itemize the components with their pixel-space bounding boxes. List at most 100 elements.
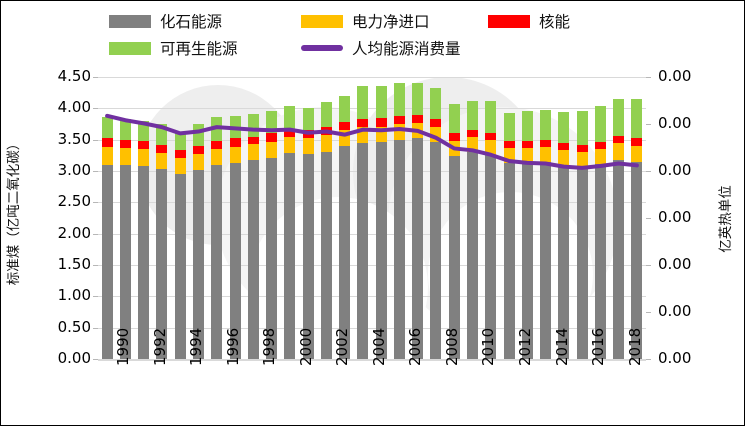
bar-segment-electricity (138, 149, 150, 166)
x-axis-tick-label: 1994 (187, 327, 206, 366)
bar-segment-nuclear (430, 119, 442, 128)
bar-segment-nuclear (412, 115, 424, 124)
bar-group[interactable] (101, 77, 113, 359)
bar-segment-nuclear (521, 140, 533, 148)
bar-segment-electricity (284, 137, 296, 154)
bar-segment-fossil (357, 142, 369, 359)
bar-segment-renewable (393, 82, 405, 116)
bar-segment-renewable (247, 114, 259, 137)
line-path-per-capita (105, 113, 639, 170)
x-axis-tick-label: 1996 (223, 327, 242, 366)
legend-label-electricity-net-import: 电力净进口 (352, 13, 430, 31)
gridline (98, 171, 646, 172)
y-axis-title-right: 亿英热单位 (718, 185, 734, 253)
y-axis-left-tick-label: 3.50 (57, 129, 91, 148)
bar-group[interactable] (521, 77, 533, 359)
legend-label-fossil: 化石能源 (160, 13, 223, 31)
bar-group[interactable] (466, 77, 478, 359)
x-axis-line (98, 359, 646, 361)
x-axis-tick-label: 2014 (552, 327, 571, 366)
bar-group[interactable] (138, 77, 150, 359)
y-axis-left-tick-mark (93, 171, 98, 172)
y-axis-right-tick-label: 0.00 (658, 302, 692, 320)
bar-segment-fossil (284, 153, 296, 359)
bar-group[interactable] (247, 77, 259, 359)
x-axis-tick-label: 2012 (516, 327, 534, 366)
bar-segment-electricity (211, 149, 223, 165)
bar-segment-renewable (521, 111, 533, 141)
bar-segment-electricity (339, 130, 351, 146)
y-axis-left-tick-label: 0.00 (57, 349, 91, 367)
x-axis-tick-label: 2010 (479, 327, 498, 366)
y-axis-right-tick-label: 0.00 (658, 67, 692, 85)
bar-group[interactable] (558, 77, 570, 359)
bar-group[interactable] (613, 77, 625, 359)
bar-segment-electricity (540, 147, 552, 163)
bar-segment-renewable (613, 98, 625, 136)
bar-segment-electricity (229, 146, 241, 163)
bar-group[interactable] (284, 77, 296, 359)
bar-segment-electricity (393, 124, 405, 140)
y-axis-right-tick-mark (646, 359, 651, 360)
legend-item-nuclear: 核能 (488, 10, 570, 32)
bar-group[interactable] (266, 77, 278, 359)
bar-segment-renewable (430, 88, 442, 119)
bar-segment-fossil (430, 142, 442, 359)
bar-group[interactable] (485, 77, 497, 359)
y-axis-left-tick-mark (93, 359, 98, 360)
bar-segment-fossil (521, 162, 533, 359)
bar-segment-renewable (357, 86, 369, 119)
bar-segment-fossil (485, 155, 497, 359)
bar-group[interactable] (393, 77, 405, 359)
bar-group[interactable] (339, 77, 351, 359)
bar-segment-fossil (138, 166, 150, 359)
legend-line-per-capita-energy-consumption (301, 45, 343, 51)
bar-segment-renewable (302, 108, 314, 131)
bar-segment-nuclear (266, 133, 278, 142)
gridline (98, 202, 646, 204)
bar-segment-renewable (540, 109, 552, 141)
x-axis-tick-label: 2002 (333, 327, 352, 366)
bar-segment-renewable (138, 120, 150, 141)
bar-group[interactable] (594, 77, 606, 359)
bar-group[interactable] (357, 77, 369, 359)
bar-segment-nuclear (339, 122, 351, 131)
bar-segment-fossil (211, 164, 223, 359)
bar-group[interactable] (631, 77, 643, 359)
bar-segment-renewable (558, 112, 570, 143)
x-axis-tick-label: 2004 (369, 327, 388, 366)
bar-group[interactable] (119, 77, 131, 359)
y-axis-left-tick-label: 1.00 (57, 286, 91, 305)
bar-group[interactable] (503, 77, 515, 359)
bar-segment-fossil (229, 162, 241, 359)
bar-segment-fossil (540, 162, 552, 359)
bar-group[interactable] (576, 77, 588, 359)
bar-segment-nuclear (540, 140, 552, 148)
bar-segment-nuclear (448, 132, 460, 141)
gridline (98, 108, 646, 110)
bar-group[interactable] (192, 77, 204, 359)
bar-segment-fossil (375, 142, 387, 359)
bar-segment-electricity (375, 126, 387, 143)
bar-group[interactable] (174, 77, 186, 359)
x-axis-tick-label: 2000 (296, 327, 315, 366)
bar-segment-electricity (247, 144, 259, 160)
chart-legend: 化石能源 电力净进口 核能 可再生能源 人均能源消费量 (1, 9, 744, 65)
y-axis-right-tick-mark (646, 265, 651, 266)
legend-swatch-nuclear (488, 14, 530, 28)
bar-group[interactable] (430, 77, 442, 359)
bar-series-container (98, 77, 646, 359)
bar-segment-nuclear (284, 129, 296, 138)
bar-group[interactable] (540, 77, 552, 359)
bar-segment-renewable (412, 83, 424, 116)
bar-segment-fossil (119, 165, 131, 359)
plot-area (98, 77, 646, 360)
bar-segment-renewable (576, 111, 588, 145)
y-axis-right-tick-mark (646, 77, 651, 78)
bar-segment-electricity (485, 140, 497, 156)
bar-segment-fossil (631, 162, 643, 359)
bar-segment-nuclear (375, 118, 387, 127)
bar-group[interactable] (156, 77, 168, 359)
bar-group[interactable] (375, 77, 387, 359)
